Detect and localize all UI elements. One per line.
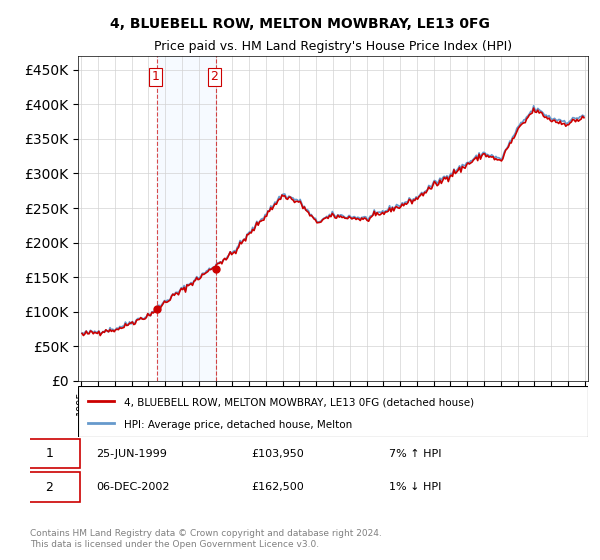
Text: 7% ↑ HPI: 7% ↑ HPI [389,449,442,459]
Text: 25-JUN-1999: 25-JUN-1999 [96,449,167,459]
Text: 1% ↓ HPI: 1% ↓ HPI [389,482,441,492]
Text: 2: 2 [46,480,53,494]
Text: Contains HM Land Registry data © Crown copyright and database right 2024.
This d: Contains HM Land Registry data © Crown c… [30,529,382,549]
FancyBboxPatch shape [78,386,588,437]
Text: 1: 1 [46,447,53,460]
Text: 4, BLUEBELL ROW, MELTON MOWBRAY, LE13 0FG (detached house): 4, BLUEBELL ROW, MELTON MOWBRAY, LE13 0F… [124,398,474,408]
Text: £103,950: £103,950 [251,449,304,459]
FancyBboxPatch shape [19,439,80,468]
Text: HPI: Average price, detached house, Melton: HPI: Average price, detached house, Melt… [124,419,352,430]
FancyBboxPatch shape [19,473,80,502]
Bar [157,56,215,381]
Text: 1: 1 [152,70,160,83]
Text: 06-DEC-2002: 06-DEC-2002 [96,482,170,492]
Text: £162,500: £162,500 [251,482,304,492]
Text: 4, BLUEBELL ROW, MELTON MOWBRAY, LE13 0FG: 4, BLUEBELL ROW, MELTON MOWBRAY, LE13 0F… [110,17,490,31]
Title: Price paid vs. HM Land Registry's House Price Index (HPI): Price paid vs. HM Land Registry's House … [154,40,512,53]
Text: 2: 2 [211,70,218,83]
